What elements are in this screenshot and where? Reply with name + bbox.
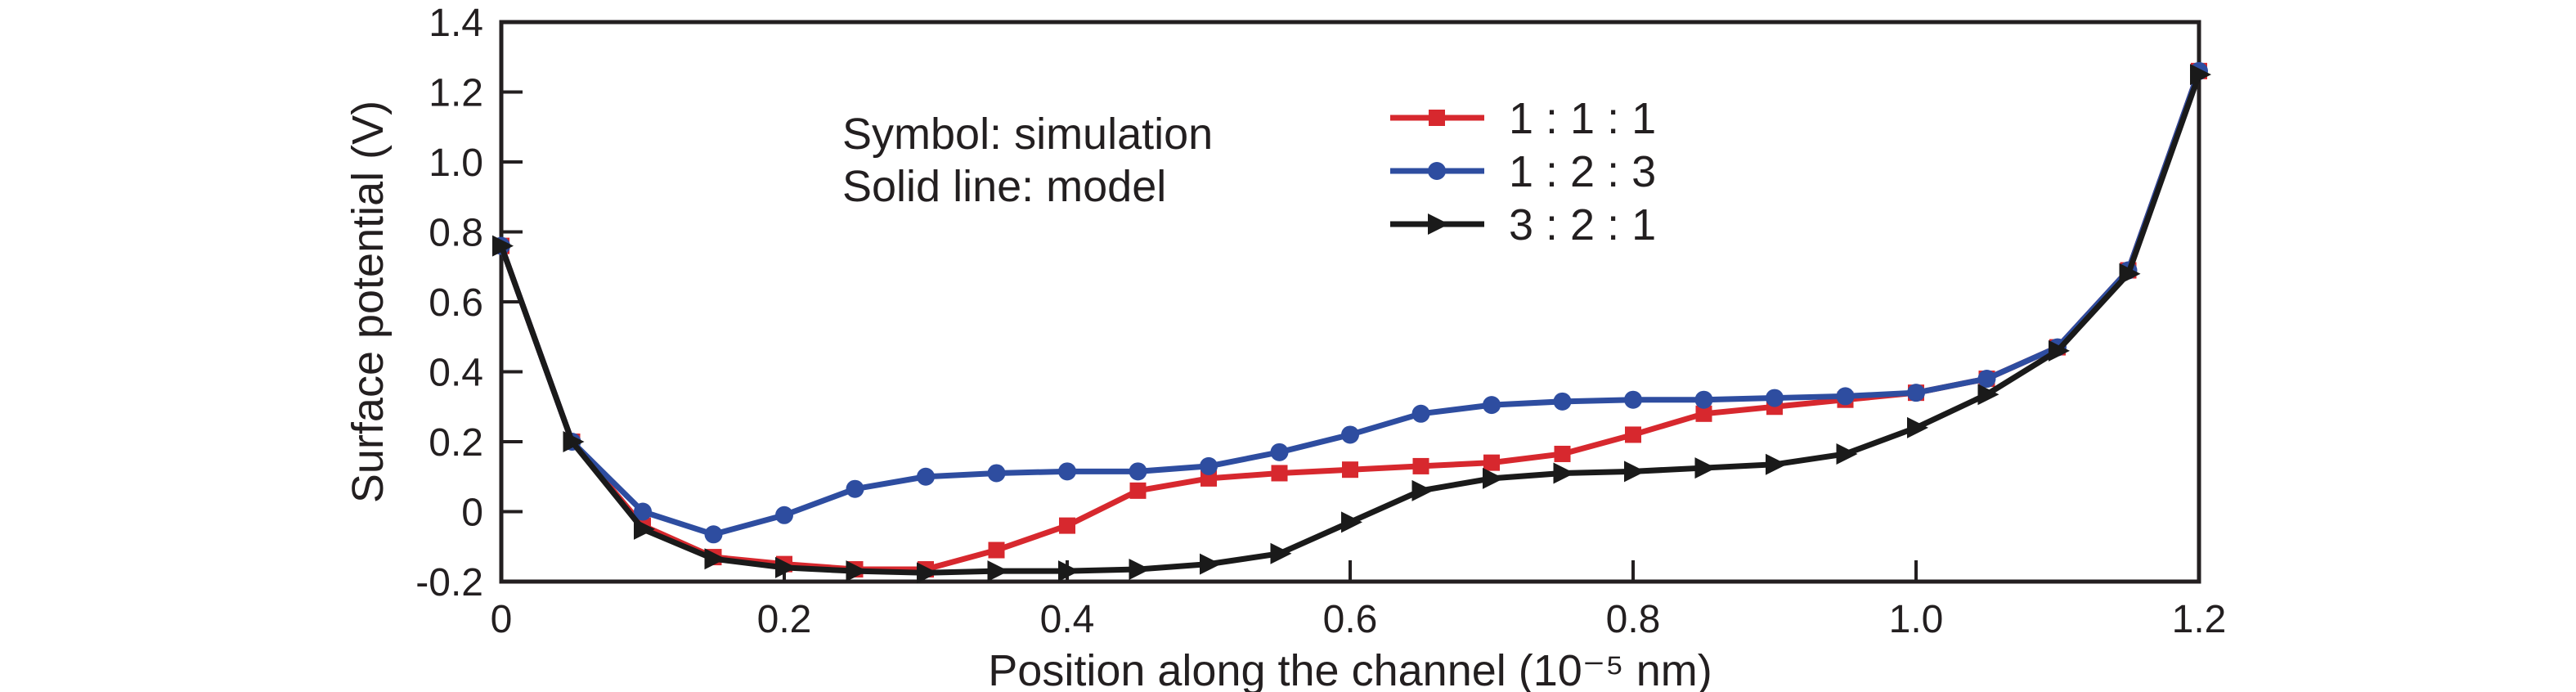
series-line <box>498 68 2202 573</box>
circle-marker <box>1977 370 1996 389</box>
triangle-right-marker <box>1129 559 1151 581</box>
y-tick-label: 0 <box>461 492 483 535</box>
circle-marker <box>1200 456 1218 475</box>
data-series <box>492 61 2211 584</box>
square-marker <box>1059 517 1075 534</box>
triangle-right-marker <box>1553 462 1575 484</box>
series-1-1-1 <box>493 62 2207 578</box>
legend-label: 1 : 1 : 1 <box>1509 94 1656 143</box>
x-tick-label: 0.6 <box>1323 598 1378 641</box>
circle-marker <box>775 506 793 524</box>
circle-marker <box>1058 462 1076 481</box>
legend-label: 3 : 2 : 1 <box>1509 200 1656 249</box>
triangle-right-marker <box>1766 453 1787 475</box>
circle-marker <box>1907 384 1925 402</box>
y-tick-label: 0.4 <box>429 352 483 395</box>
y-tick-label: -0.2 <box>415 561 483 604</box>
annotation: Symbol: simulation Solid line: model <box>842 110 1213 211</box>
triangle-right-marker <box>1270 542 1292 564</box>
triangle-right-marker <box>1977 384 1999 406</box>
triangle-right-marker <box>1483 467 1504 489</box>
legend-marker-triangle-right <box>1428 213 1449 235</box>
circle-marker <box>1694 390 1713 409</box>
triangle-right-marker <box>1624 461 1645 483</box>
circle-marker <box>1341 425 1359 444</box>
x-tick-label: 0.2 <box>757 598 812 641</box>
square-marker <box>1412 457 1429 474</box>
y-tick-label: 1.4 <box>429 2 483 45</box>
triangle-right-marker <box>846 560 868 582</box>
circle-marker <box>634 502 652 521</box>
x-tick-label: 0.8 <box>1606 598 1661 641</box>
circle-marker <box>1766 389 1784 407</box>
triangle-right-marker <box>1200 553 1221 575</box>
triangle-right-marker <box>563 431 585 452</box>
y-axis-title: Surface potential (V) <box>343 101 393 503</box>
y-tick-label: 0.8 <box>429 212 483 255</box>
triangle-right-marker <box>1341 511 1362 533</box>
triangle-right-marker <box>1694 457 1717 479</box>
annotation-solid-line-model: Solid line: model <box>842 162 1166 211</box>
triangle-right-marker <box>2049 339 2070 362</box>
x-tick-label: 1.0 <box>1889 598 1944 641</box>
circle-marker <box>1553 392 1572 411</box>
triangle-right-marker <box>775 556 797 578</box>
triangle-right-marker <box>2190 64 2211 86</box>
axis-labels: Position along the channel (10⁻⁵ nm) Sur… <box>343 101 1712 692</box>
circle-marker <box>917 467 935 486</box>
square-marker <box>1342 461 1358 479</box>
circle-marker <box>1411 404 1430 423</box>
circle-marker <box>1129 462 1147 481</box>
square-marker <box>1483 454 1500 471</box>
series-3-2-1 <box>492 64 2211 584</box>
triangle-right-marker <box>1907 416 1928 438</box>
circle-marker <box>846 479 864 498</box>
square-marker <box>988 541 1005 559</box>
circle-marker <box>987 464 1006 483</box>
legend-label: 1 : 2 : 3 <box>1509 147 1656 196</box>
y-tick-label: 0.6 <box>429 281 483 325</box>
annotation-symbol-simulation: Symbol: simulation <box>842 110 1213 159</box>
square-marker <box>1695 405 1712 422</box>
series-line <box>498 71 2202 576</box>
plot-frame <box>499 20 2201 584</box>
square-marker <box>1200 470 1217 487</box>
triangle-right-marker <box>1058 560 1079 582</box>
square-marker <box>1625 426 1641 443</box>
x-tick-label: 0.4 <box>1040 598 1095 641</box>
square-marker <box>1554 445 1571 462</box>
plot-border <box>499 20 2201 584</box>
y-tick-label: 1.0 <box>429 142 483 185</box>
y-tick-label: 0.2 <box>429 421 483 465</box>
triangle-right-marker <box>1411 479 1434 501</box>
circle-marker <box>1270 443 1289 461</box>
square-marker <box>1129 482 1147 499</box>
triangle-right-marker <box>2119 263 2141 285</box>
triangle-right-marker <box>1836 443 1858 465</box>
legend-item-1-2-3: 1 : 2 : 3 <box>1390 147 1656 196</box>
circle-marker <box>1836 387 1855 406</box>
triangle-right-marker <box>634 518 655 540</box>
triangle-right-marker <box>987 560 1009 582</box>
x-tick-label: 0 <box>491 598 513 641</box>
legend-marker-square <box>1429 110 1445 126</box>
triangle-right-marker <box>492 235 514 257</box>
circle-marker <box>1483 396 1501 415</box>
legend-item-1-1-1: 1 : 1 : 1 <box>1390 94 1656 143</box>
x-axis-title: Position along the channel (10⁻⁵ nm) <box>988 646 1712 692</box>
legend: 1 : 1 : 11 : 2 : 33 : 2 : 1 <box>1390 94 1656 249</box>
legend-marker-circle <box>1428 162 1446 180</box>
triangle-right-marker <box>917 562 938 584</box>
square-marker <box>1271 465 1288 482</box>
x-tick-label: 1.2 <box>2172 598 2227 641</box>
axis-ticks: 0 0.2 0.4 0.6 0.8 1.0 1.2-0.200.20.40.60.81.01… <box>415 2 2226 641</box>
legend-item-3-2-1: 3 : 2 : 1 <box>1390 200 1656 249</box>
circle-marker <box>704 525 723 544</box>
y-tick-label: 1.2 <box>429 72 483 115</box>
triangle-right-marker <box>704 548 726 570</box>
circle-marker <box>1624 390 1642 409</box>
